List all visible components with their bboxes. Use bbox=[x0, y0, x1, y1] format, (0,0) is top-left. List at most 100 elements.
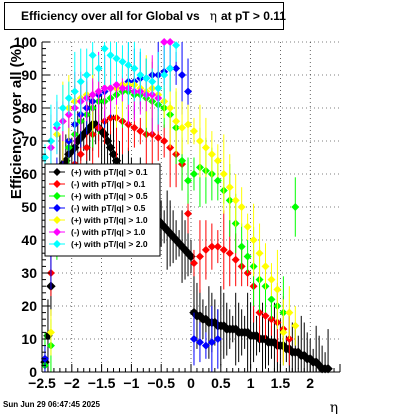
data-point bbox=[213, 156, 222, 165]
data-point bbox=[201, 341, 210, 350]
data-point bbox=[189, 335, 198, 343]
data-point bbox=[88, 51, 97, 60]
data-point bbox=[195, 252, 204, 261]
data-point bbox=[237, 203, 246, 211]
y-tick-label: 10 bbox=[21, 331, 37, 347]
data-point bbox=[106, 84, 115, 93]
data-point bbox=[267, 295, 276, 304]
data-point bbox=[100, 84, 109, 93]
data-point bbox=[279, 328, 288, 337]
x-tick-label: 1.5 bbox=[271, 375, 291, 391]
data-point bbox=[130, 123, 139, 132]
data-point bbox=[154, 84, 163, 93]
data-point bbox=[231, 255, 240, 264]
y-tick-label: 90 bbox=[21, 67, 37, 83]
data-point bbox=[154, 133, 163, 142]
data-point bbox=[291, 203, 300, 211]
data-point bbox=[70, 87, 79, 96]
data-point bbox=[94, 64, 103, 73]
data-point bbox=[178, 123, 187, 132]
legend-marker bbox=[53, 192, 61, 200]
data-point bbox=[207, 338, 216, 347]
data-point bbox=[40, 153, 49, 162]
data-point bbox=[88, 90, 97, 99]
data-point bbox=[178, 156, 187, 165]
y-tick-label: 40 bbox=[21, 232, 37, 248]
data-point bbox=[148, 77, 157, 86]
y-tick-label: 50 bbox=[21, 199, 37, 215]
data-point bbox=[82, 71, 91, 79]
data-point bbox=[166, 104, 175, 112]
data-point bbox=[118, 84, 127, 93]
data-point bbox=[94, 87, 103, 96]
legend-marker bbox=[53, 168, 61, 176]
data-point bbox=[213, 242, 222, 251]
data-point bbox=[291, 321, 300, 330]
y-axis-title: Efficiency over all (%) bbox=[8, 44, 25, 199]
x-tick-label: −0.5 bbox=[147, 375, 175, 391]
data-point bbox=[195, 137, 204, 145]
data-point bbox=[136, 127, 145, 136]
legend-label: (+) with pT/|q| > 2.0 bbox=[71, 239, 148, 249]
x-tick-label: 2 bbox=[306, 375, 314, 391]
y-tick-label: 30 bbox=[21, 265, 37, 281]
y-tick-label: 0 bbox=[29, 364, 37, 380]
footer-date: Sun Jun 29 06:47:45 2025 bbox=[3, 400, 100, 409]
data-point bbox=[255, 249, 264, 258]
data-point bbox=[112, 54, 121, 63]
data-point bbox=[184, 176, 193, 185]
y-tick-label: 70 bbox=[21, 133, 37, 149]
data-point bbox=[160, 137, 169, 145]
legend-marker bbox=[53, 180, 61, 188]
data-point bbox=[82, 143, 91, 152]
data-point bbox=[64, 94, 73, 103]
data-point bbox=[112, 80, 121, 89]
x-tick-label: 0.5 bbox=[211, 375, 231, 391]
legend-marker bbox=[53, 240, 61, 248]
data-point bbox=[106, 51, 115, 60]
data-point bbox=[100, 44, 109, 53]
x-axis-title: η bbox=[330, 400, 338, 414]
data-point bbox=[207, 242, 216, 251]
data-point bbox=[261, 311, 270, 320]
x-tick-label: −2.5 bbox=[28, 375, 56, 391]
data-point bbox=[249, 236, 258, 244]
data-point bbox=[172, 117, 181, 126]
data-point bbox=[46, 328, 55, 337]
data-point bbox=[136, 71, 145, 79]
data-point bbox=[267, 275, 276, 284]
y-tick-label: 100 bbox=[14, 34, 38, 50]
y-tick-label: 60 bbox=[21, 166, 37, 182]
data-point bbox=[261, 262, 270, 271]
legend-label: (+) with pT/|q| > 0.5 bbox=[71, 191, 148, 201]
title-eta-symbol: η bbox=[209, 9, 217, 23]
data-point bbox=[243, 252, 252, 261]
legend: (+) with pT/|q| > 0.1 (-) with pT/|q| > 0… bbox=[44, 163, 161, 257]
data-point bbox=[142, 74, 151, 83]
data-point bbox=[285, 308, 294, 317]
x-tick-label: −2 bbox=[64, 375, 80, 391]
legend-label: (-) with pT/|q| > 0.1 bbox=[71, 179, 146, 189]
data-point bbox=[213, 176, 222, 185]
legend-label: (-) with pT/|q| > 0.5 bbox=[71, 203, 146, 213]
data-point bbox=[172, 64, 181, 73]
data-point bbox=[189, 127, 198, 136]
legend-marker bbox=[53, 216, 61, 224]
x-tick-label: 0 bbox=[187, 375, 195, 391]
data-point bbox=[124, 61, 133, 70]
data-point bbox=[184, 120, 193, 129]
data-point bbox=[237, 242, 246, 251]
data-point bbox=[201, 245, 210, 254]
title-suffix: at pT > 0.11 bbox=[220, 9, 286, 23]
data-point bbox=[189, 259, 198, 268]
chart-title: Efficiency over all for Global vs η at pT … bbox=[4, 2, 286, 30]
data-point bbox=[219, 245, 228, 254]
data-point bbox=[201, 143, 210, 152]
data-point bbox=[184, 209, 193, 218]
title-prefix: Efficiency over all for Global vs bbox=[21, 9, 200, 23]
legend-marker bbox=[53, 228, 61, 236]
y-tick-label: 80 bbox=[21, 100, 37, 116]
data-point bbox=[213, 335, 222, 343]
data-point bbox=[219, 170, 228, 178]
data-point bbox=[225, 183, 234, 192]
